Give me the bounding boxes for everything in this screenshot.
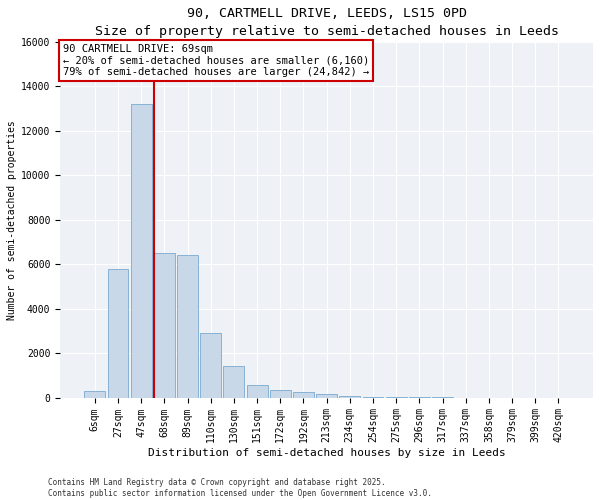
Bar bbox=[247, 386, 268, 398]
Text: Contains HM Land Registry data © Crown copyright and database right 2025.
Contai: Contains HM Land Registry data © Crown c… bbox=[48, 478, 432, 498]
Bar bbox=[200, 333, 221, 398]
Bar bbox=[270, 390, 291, 398]
Bar bbox=[107, 268, 128, 398]
Bar bbox=[362, 397, 383, 398]
Bar bbox=[85, 391, 105, 398]
Text: 90 CARTMELL DRIVE: 69sqm
← 20% of semi-detached houses are smaller (6,160)
79% o: 90 CARTMELL DRIVE: 69sqm ← 20% of semi-d… bbox=[63, 44, 369, 77]
X-axis label: Distribution of semi-detached houses by size in Leeds: Distribution of semi-detached houses by … bbox=[148, 448, 506, 458]
Bar bbox=[340, 396, 360, 398]
Bar bbox=[293, 392, 314, 398]
Bar bbox=[154, 253, 175, 398]
Bar bbox=[131, 104, 152, 398]
Bar bbox=[177, 256, 198, 398]
Bar bbox=[223, 366, 244, 398]
Y-axis label: Number of semi-detached properties: Number of semi-detached properties bbox=[7, 120, 17, 320]
Bar bbox=[316, 394, 337, 398]
Title: 90, CARTMELL DRIVE, LEEDS, LS15 0PD
Size of property relative to semi-detached h: 90, CARTMELL DRIVE, LEEDS, LS15 0PD Size… bbox=[95, 7, 559, 38]
